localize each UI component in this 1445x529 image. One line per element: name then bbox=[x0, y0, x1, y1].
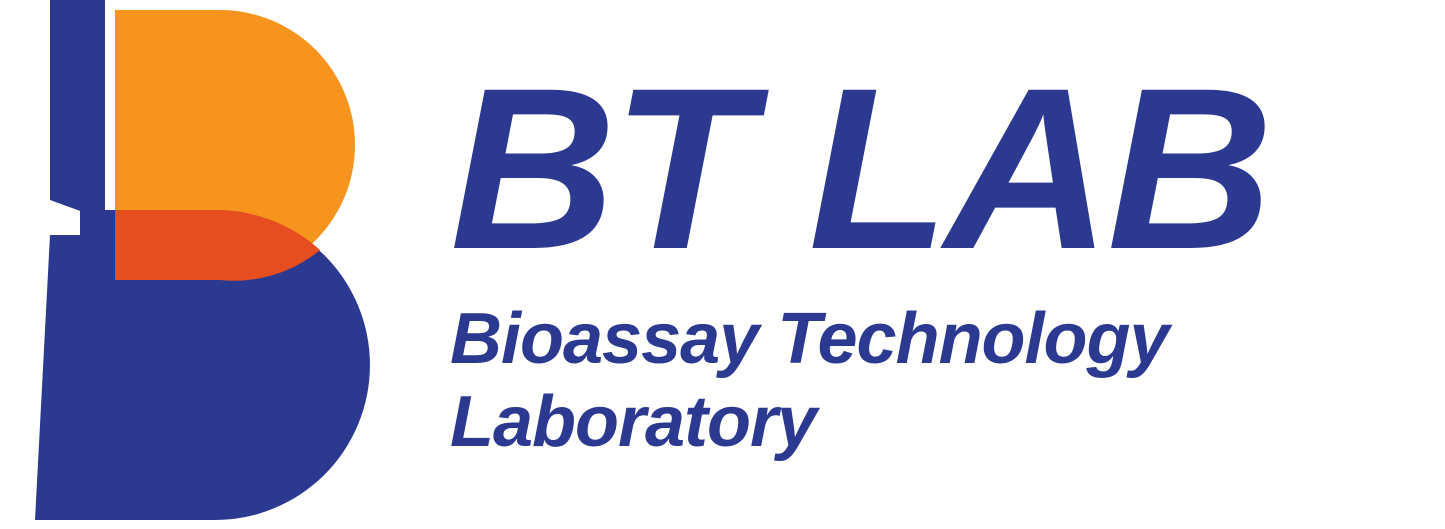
left-stroke-bottom-shape bbox=[35, 235, 80, 520]
left-stroke-top-shape bbox=[50, 0, 105, 220]
brand-subtitle-line1: Bioassay Technology bbox=[450, 298, 1269, 381]
brand-title: BT LAB bbox=[450, 60, 1269, 279]
logo-mark-svg bbox=[20, 0, 390, 524]
upper-counter bbox=[145, 78, 225, 162]
logo-text-block: BT LAB Bioassay Technology Laboratory bbox=[450, 60, 1269, 464]
logo-mark bbox=[20, 0, 390, 524]
logo-container: BT LAB Bioassay Technology Laboratory bbox=[0, 0, 1445, 524]
brand-subtitle-line2: Laboratory bbox=[450, 381, 1269, 464]
